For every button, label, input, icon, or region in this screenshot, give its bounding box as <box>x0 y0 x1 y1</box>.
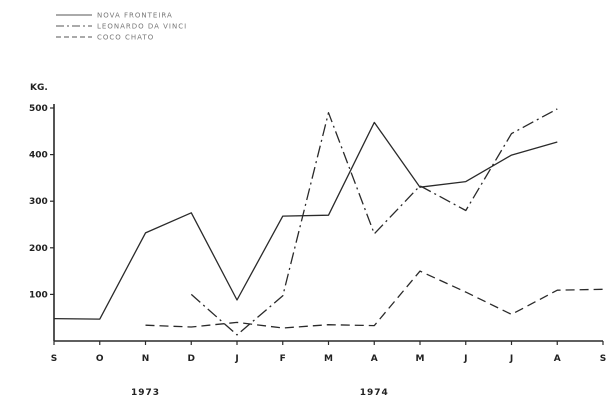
legend-label: NOVA FRONTEIRA <box>97 12 173 20</box>
x-tick-label: S <box>51 354 57 364</box>
x-tick-label: S <box>600 354 606 364</box>
axes: 100 200 300 400 500 S O N D J F M A M J J A S 1973 1974 <box>29 104 606 398</box>
y-tick-label: 300 <box>29 197 48 207</box>
series-line-dashdot <box>190 108 558 336</box>
year-label: 1974 <box>360 388 389 398</box>
y-tick-label: 400 <box>29 151 48 161</box>
x-tick-label: J <box>463 354 467 364</box>
y-axis-label: KG. <box>30 83 48 93</box>
series-line-solid <box>53 121 558 320</box>
x-tick-label: N <box>142 354 150 364</box>
x-tick-label: F <box>280 354 286 364</box>
x-tick-label: A <box>554 354 561 364</box>
x-tick-label: J <box>234 354 238 364</box>
x-tick-label: D <box>188 354 195 364</box>
x-tick-label: O <box>96 354 104 364</box>
plot-area <box>53 108 604 336</box>
x-tick-label: J <box>509 354 513 364</box>
legend-label: LEONARDO DA VINCI <box>97 23 187 31</box>
year-label: 1973 <box>131 388 160 398</box>
y-tick-label: 100 <box>29 290 48 300</box>
legend: NOVA FRONTEIRA LEONARDO DA VINCI COCO CHAT… <box>56 12 187 42</box>
y-tick-label: 200 <box>29 244 48 254</box>
legend-label: COCO CHATO <box>97 34 154 42</box>
x-tick-label: A <box>371 354 378 364</box>
x-tick-label: M <box>416 354 425 364</box>
y-tick-label: 500 <box>29 104 48 114</box>
series-line-dashed <box>145 270 604 329</box>
x-tick-label: M <box>324 354 333 364</box>
